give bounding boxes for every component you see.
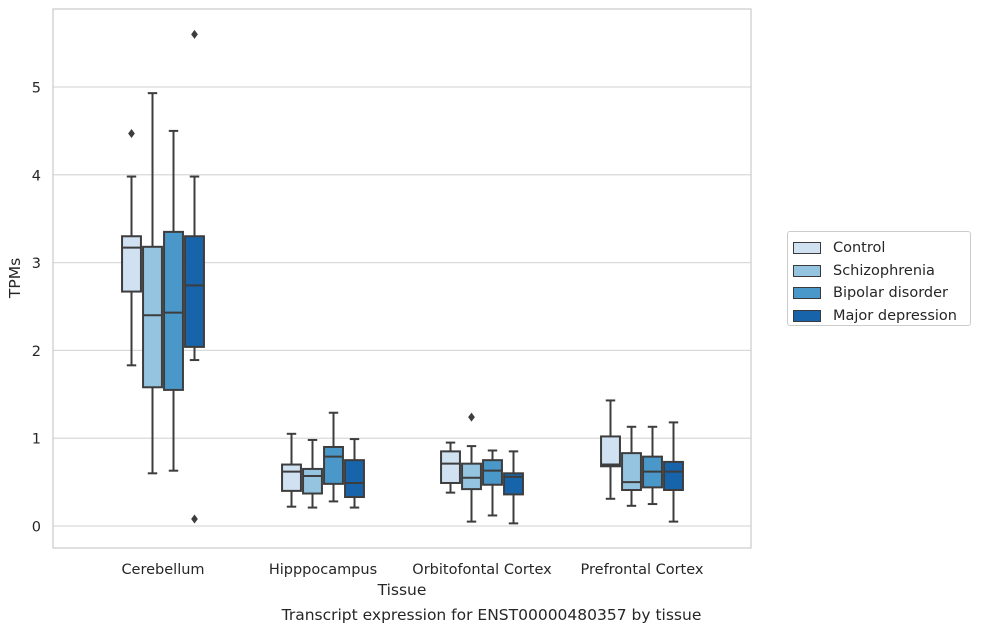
- iqr-box: [461, 462, 482, 491]
- box-control: [121, 129, 142, 367]
- iqr-box: [503, 472, 524, 496]
- outlier-marker: [191, 29, 198, 39]
- iqr-box: [121, 235, 142, 293]
- box-major-depression: [663, 421, 684, 523]
- outlier-marker: [191, 514, 198, 524]
- iqr-box: [184, 235, 205, 348]
- legend-label: Major depression: [833, 307, 957, 324]
- y-tick-label: 3: [32, 256, 41, 272]
- y-axis-label: TPMs: [6, 258, 24, 299]
- box-control: [440, 441, 461, 494]
- box-major-depression: [503, 450, 524, 525]
- legend-label: Schizophrenia: [833, 262, 935, 279]
- box-bipolar-disorder: [323, 411, 344, 503]
- legend-swatch: [793, 287, 821, 300]
- iqr-box: [302, 467, 323, 495]
- iqr-box: [323, 445, 344, 485]
- box-major-depression: [184, 29, 205, 524]
- plot-frame: [52, 8, 752, 549]
- iqr-box: [440, 450, 461, 484]
- box-control: [281, 432, 302, 508]
- iqr-box: [482, 459, 503, 486]
- legend-label: Control: [833, 240, 886, 257]
- x-tick-label: Cerebellum: [121, 562, 204, 578]
- legend-swatch: [793, 309, 821, 322]
- iqr-box: [663, 460, 684, 492]
- box-schizophrenia: [621, 425, 642, 507]
- iqr-box: [281, 463, 302, 492]
- legend-item: Schizophrenia: [793, 260, 970, 283]
- x-tick-label: Hipppocampus: [269, 562, 377, 578]
- iqr-box: [344, 459, 365, 499]
- legend: Control Schizophrenia Bipolar disorder Majo…: [787, 231, 971, 326]
- y-tick-label: 5: [32, 81, 41, 97]
- boxplot-chart: 0 1 2 3 4 5 Cerebellum Hipppocampus Orbitofonta…: [6, 8, 752, 599]
- iqr-box: [142, 245, 163, 389]
- iqr-box: [163, 230, 184, 391]
- y-axis-ticks: 0 1 2 3 4 5: [32, 81, 41, 536]
- box-bipolar-disorder: [163, 129, 184, 472]
- x-tick-label: Prefrontal Cortex: [581, 562, 704, 578]
- y-tick-label: 4: [32, 168, 41, 184]
- outlier-marker: [128, 129, 135, 139]
- legend-item: Bipolar disorder: [793, 282, 970, 305]
- x-tick-label: Orbitofontal Cortex: [412, 562, 552, 578]
- x-axis-label: Tissue: [377, 581, 427, 599]
- x-axis-ticks: Cerebellum Hipppocampus Orbitofontal Corte…: [121, 562, 703, 578]
- outlier-marker: [468, 412, 475, 422]
- y-tick-label: 2: [32, 344, 41, 360]
- legend-label: Bipolar disorder: [833, 285, 948, 302]
- box-bipolar-disorder: [482, 449, 503, 517]
- iqr-box: [621, 452, 642, 492]
- figure-caption: Transcript expression for ENST0000048035…: [281, 606, 702, 624]
- box-schizophrenia: [461, 445, 482, 523]
- y-tick-label: 1: [32, 432, 41, 448]
- legend-swatch: [793, 264, 821, 277]
- legend-swatch: [793, 242, 821, 255]
- box-major-depression: [344, 438, 365, 509]
- box-groups: [121, 29, 684, 525]
- box-bipolar-disorder: [642, 425, 663, 506]
- box-schizophrenia: [302, 438, 323, 509]
- legend-item: Major depression: [793, 305, 970, 328]
- box-control: [600, 399, 621, 500]
- legend-item: Control: [793, 237, 970, 260]
- iqr-box: [600, 435, 621, 468]
- box-schizophrenia: [142, 92, 163, 475]
- y-tick-label: 0: [32, 520, 41, 536]
